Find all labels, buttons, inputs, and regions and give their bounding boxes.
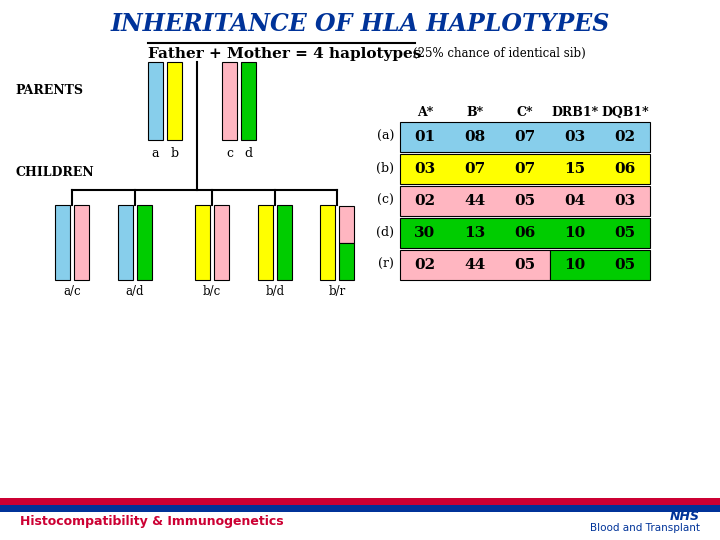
Bar [339,206,354,243]
Bar [55,205,70,280]
Bar [118,205,133,280]
Text: 02: 02 [415,258,436,272]
Bar [400,218,650,248]
Text: 44: 44 [464,194,485,208]
Text: INHERITANCE OF HLA HAPLOTYPES: INHERITANCE OF HLA HAPLOTYPES [110,12,610,36]
Bar [550,250,650,280]
Bar [320,205,335,280]
Text: (a): (a) [377,130,394,143]
Text: b/r: b/r [328,285,346,298]
Text: 15: 15 [564,162,585,176]
Text: (b): (b) [376,161,394,174]
Text: C*: C* [517,105,534,118]
Text: 06: 06 [614,162,636,176]
Text: 07: 07 [464,162,485,176]
Text: b: b [171,147,179,160]
Text: 01: 01 [415,130,436,144]
Bar [400,122,650,152]
Text: (25% chance of identical sib): (25% chance of identical sib) [413,47,586,60]
Text: 06: 06 [514,226,536,240]
Text: 05: 05 [514,194,536,208]
Text: A*: A* [417,105,433,118]
Text: 05: 05 [614,226,636,240]
Text: CHILDREN: CHILDREN [15,165,94,179]
Text: d: d [244,147,253,160]
Text: Histocompatibility & Immunogenetics: Histocompatibility & Immunogenetics [20,516,284,529]
Text: (c): (c) [377,193,394,206]
Text: 44: 44 [464,258,485,272]
Bar [339,243,354,280]
Text: 10: 10 [564,258,585,272]
Text: 02: 02 [415,194,436,208]
Text: 03: 03 [614,194,636,208]
Text: Father + Mother = 4 haplotypes: Father + Mother = 4 haplotypes [148,47,421,61]
Text: 10: 10 [564,226,585,240]
Text: 03: 03 [564,130,585,144]
Bar [400,186,650,216]
Text: b/c: b/c [203,285,221,298]
Bar [137,205,152,280]
Bar [74,205,89,280]
Text: 05: 05 [614,258,636,272]
Bar [214,205,229,280]
Text: b/d: b/d [266,285,284,298]
Text: B*: B* [467,105,484,118]
Text: 04: 04 [564,194,585,208]
Text: 07: 07 [514,130,536,144]
Bar [0,505,720,512]
Text: a/c: a/c [63,285,81,298]
Bar [0,498,720,505]
Text: PARENTS: PARENTS [15,84,83,97]
Text: DQB1*: DQB1* [601,105,649,118]
Text: a/d: a/d [126,285,144,298]
Text: 08: 08 [464,130,485,144]
Text: a: a [152,147,159,160]
Bar [400,154,650,184]
Text: NHS: NHS [670,510,700,523]
Bar [167,62,182,140]
Text: Blood and Transplant: Blood and Transplant [590,523,700,533]
Text: (d): (d) [376,226,394,239]
Text: 05: 05 [514,258,536,272]
Bar [400,250,550,280]
Bar [258,205,273,280]
Bar [277,205,292,280]
Bar [222,62,237,140]
Text: c: c [226,147,233,160]
Text: 02: 02 [614,130,636,144]
Text: 03: 03 [415,162,436,176]
Bar [148,62,163,140]
Bar [241,62,256,140]
Text: (r): (r) [378,258,394,271]
Text: 13: 13 [464,226,485,240]
Bar [195,205,210,280]
Text: DRB1*: DRB1* [552,105,598,118]
Text: 30: 30 [415,226,436,240]
Text: 07: 07 [514,162,536,176]
